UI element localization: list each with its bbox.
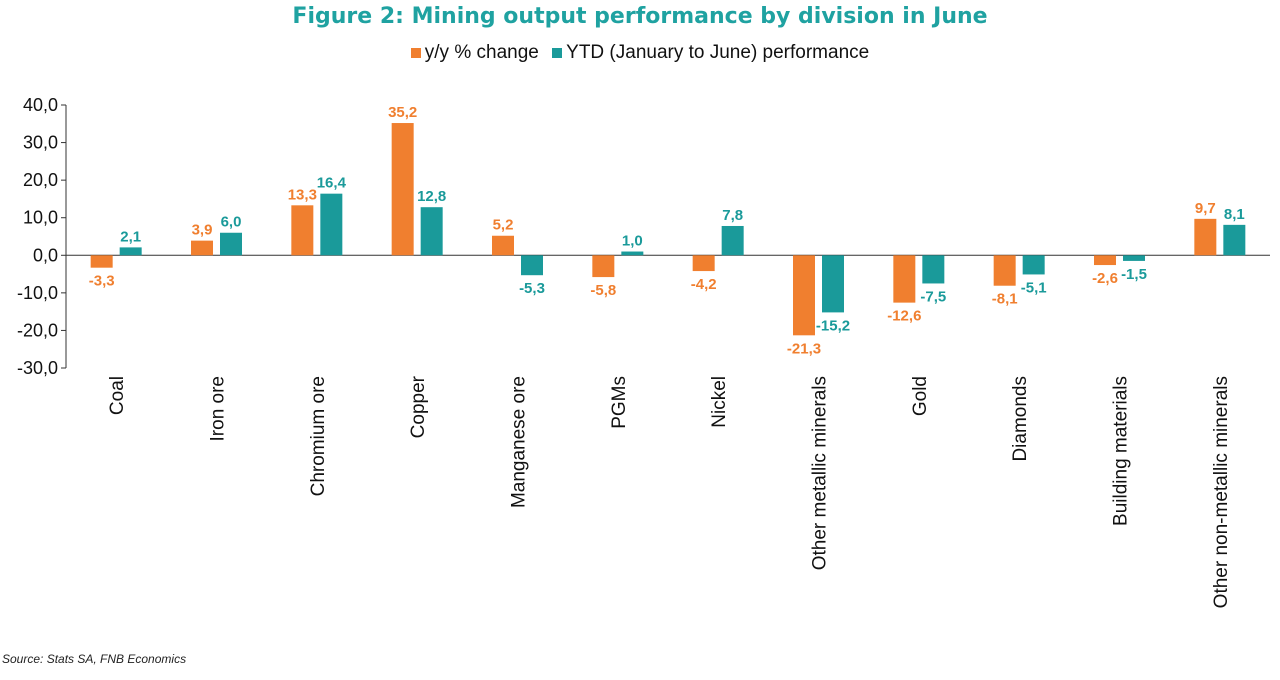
data-label: 7,8 [722, 207, 743, 224]
bar-yy-change [692, 255, 715, 272]
category-label: Copper [408, 375, 429, 438]
data-label: -21,3 [787, 340, 821, 357]
bar-yy-change [492, 235, 514, 256]
category-label: Chromium ore [308, 376, 329, 496]
legend-swatch-series2 [552, 48, 563, 58]
bar-ytd [822, 255, 844, 313]
data-label: -5,3 [519, 280, 545, 297]
data-label: 12,8 [417, 188, 446, 205]
data-label: 16,4 [317, 175, 347, 192]
bar-yy-change [993, 255, 1016, 286]
data-label: 13,3 [288, 186, 317, 203]
bar-ytd [119, 247, 142, 256]
bar-ytd [420, 207, 443, 256]
bar-ytd [320, 193, 343, 256]
bar-ytd [1123, 255, 1145, 261]
legend-item-series1: y/y % change [410, 42, 539, 64]
category-label: Coal [107, 376, 128, 415]
data-label: 1,0 [622, 233, 643, 250]
category-label: Manganese ore [509, 376, 530, 508]
data-label: -1,5 [1121, 266, 1147, 283]
legend-label-series1: y/y % change [424, 42, 539, 63]
legend: y/y % change YTD (January to June) perfo… [0, 42, 1280, 64]
y-tick-label: 20,0 [23, 170, 58, 190]
category-label: Nickel [709, 376, 730, 428]
legend-label-series2: YTD (January to June) performance [566, 42, 870, 63]
bar-ytd [521, 255, 543, 276]
y-tick-label: 30,0 [23, 133, 58, 153]
y-tick-label: -30,0 [17, 358, 58, 378]
y-tick-label: -20,0 [17, 320, 58, 340]
data-label: -4,2 [691, 276, 717, 293]
bar-ytd [621, 251, 644, 256]
bar-yy-change [592, 255, 615, 278]
category-label: Diamonds [1010, 376, 1031, 462]
data-label: 6,0 [221, 214, 242, 231]
category-label: PGMs [609, 376, 630, 429]
category-label: Building materials [1111, 376, 1132, 526]
data-label: -7,5 [920, 288, 946, 305]
legend-item-series2: YTD (January to June) performance [552, 42, 869, 64]
data-label: 2,1 [120, 228, 141, 245]
bar-ytd [220, 232, 242, 256]
category-label: Other non-metallic minerals [1211, 376, 1232, 608]
data-label: 3,9 [192, 222, 213, 239]
bar-ytd [922, 255, 945, 284]
source-note: Source: Stats SA, FNB Economics [2, 652, 187, 666]
data-label: -3,3 [89, 273, 115, 290]
bar-yy-change [291, 205, 314, 256]
category-label: Other metallic minerals [810, 376, 831, 570]
data-label: 5,2 [493, 217, 514, 234]
bar-ytd [721, 225, 744, 256]
data-label: -5,8 [590, 282, 616, 299]
data-label: -8,1 [992, 291, 1018, 308]
data-label: -5,1 [1021, 279, 1047, 296]
category-label: Gold [910, 376, 931, 416]
data-label: 9,7 [1195, 200, 1216, 217]
category-label: Iron ore [208, 376, 229, 441]
data-label: -12,6 [887, 308, 921, 325]
legend-swatch-series1 [410, 48, 421, 58]
bar-yy-change [1094, 255, 1116, 266]
bar-yy-change [191, 240, 213, 256]
data-label: -2,6 [1092, 270, 1118, 287]
y-tick-label: 40,0 [23, 95, 58, 115]
chart-title: Figure 2: Mining output performance by d… [292, 4, 988, 29]
bar-yy-change [90, 255, 113, 268]
data-label: 35,2 [388, 104, 417, 121]
bar-ytd [1223, 224, 1246, 256]
bar-yy-change [893, 255, 916, 303]
bar-ytd [1022, 255, 1045, 275]
data-label: 8,1 [1224, 206, 1245, 223]
bar-yy-change [391, 123, 414, 256]
data-label: -15,2 [816, 317, 850, 334]
bar-yy-change [793, 255, 815, 336]
y-tick-label: 10,0 [23, 208, 58, 228]
bar-yy-change [1194, 218, 1217, 256]
y-tick-label: -10,0 [17, 283, 58, 303]
y-tick-label: 0,0 [33, 245, 58, 265]
